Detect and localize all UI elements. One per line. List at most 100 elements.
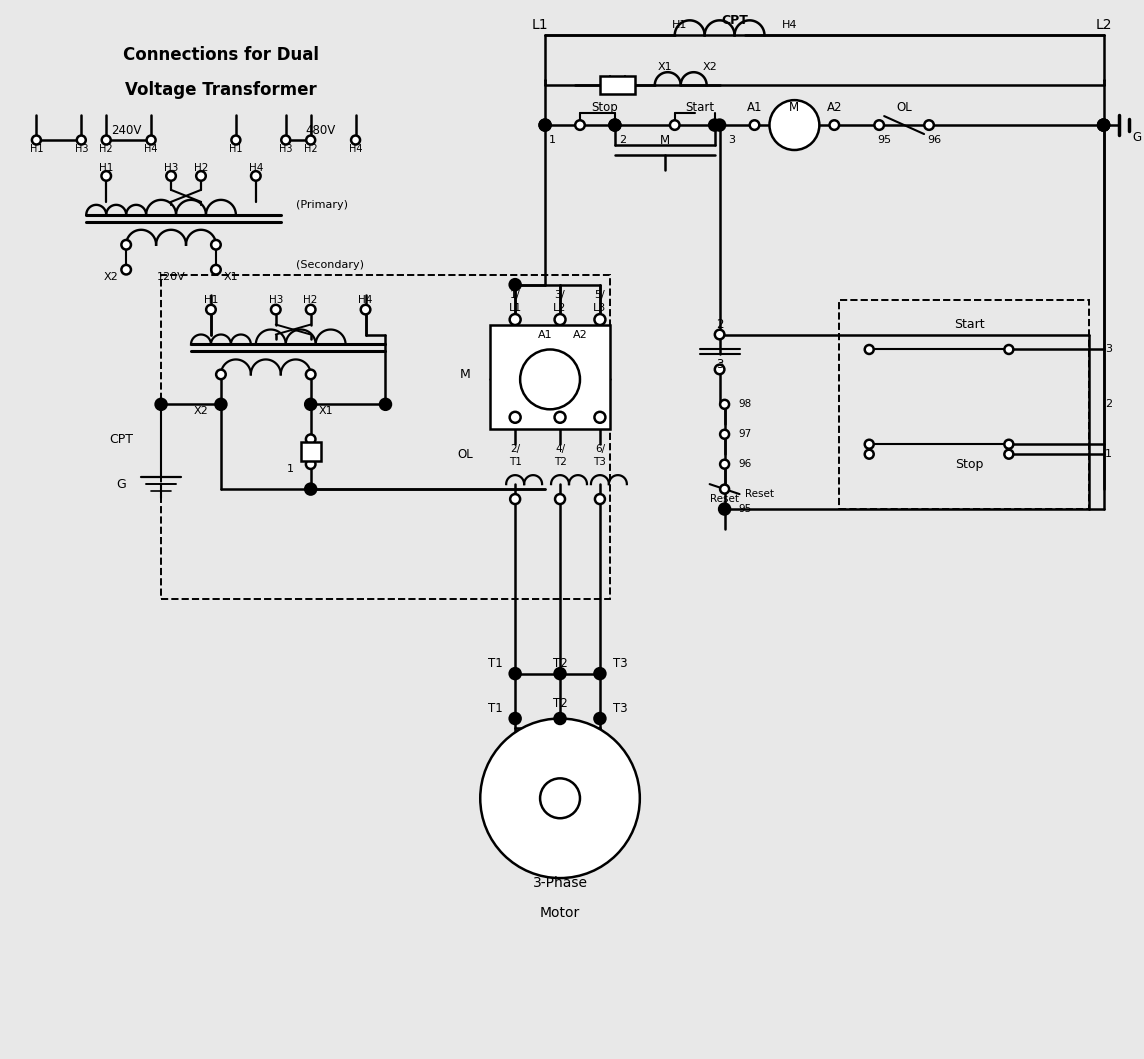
Circle shape <box>720 460 729 469</box>
Circle shape <box>305 434 316 444</box>
Text: H2: H2 <box>304 144 318 154</box>
Text: G: G <box>1131 130 1141 144</box>
Text: X1: X1 <box>223 272 238 282</box>
Text: 5/: 5/ <box>595 289 605 300</box>
Text: H4: H4 <box>358 294 373 305</box>
Text: Stop: Stop <box>591 101 618 113</box>
Text: G: G <box>117 478 126 490</box>
Text: (Secondary): (Secondary) <box>296 259 364 270</box>
Bar <box>301 443 320 461</box>
Text: 1: 1 <box>549 136 556 145</box>
Circle shape <box>595 495 605 504</box>
Circle shape <box>102 136 111 144</box>
Text: L1: L1 <box>532 18 548 33</box>
Text: H4: H4 <box>781 20 797 31</box>
Circle shape <box>720 430 729 438</box>
Circle shape <box>720 504 730 515</box>
Text: X1: X1 <box>318 407 333 416</box>
Text: Start: Start <box>954 318 984 331</box>
Text: 1/: 1/ <box>510 289 521 300</box>
Text: H1: H1 <box>672 20 688 31</box>
Text: T1: T1 <box>509 457 522 467</box>
Circle shape <box>510 315 521 325</box>
Circle shape <box>670 121 680 130</box>
Circle shape <box>510 713 521 724</box>
Bar <box>840 300 1089 509</box>
Text: 3-Phase: 3-Phase <box>532 876 588 890</box>
Circle shape <box>1004 450 1014 459</box>
Text: L1: L1 <box>509 303 522 312</box>
Circle shape <box>715 364 724 374</box>
Circle shape <box>1098 120 1109 130</box>
Circle shape <box>281 136 291 144</box>
Text: Reset: Reset <box>710 495 739 504</box>
Circle shape <box>510 280 521 290</box>
Text: 95: 95 <box>877 136 891 145</box>
Circle shape <box>305 460 316 469</box>
Circle shape <box>156 399 167 410</box>
Text: H3: H3 <box>164 163 178 173</box>
Text: Motor: Motor <box>540 907 580 920</box>
Text: 1: 1 <box>287 464 294 474</box>
Circle shape <box>146 136 156 144</box>
Text: H2: H2 <box>193 163 208 173</box>
Text: 2/: 2/ <box>510 444 521 454</box>
Circle shape <box>595 668 605 679</box>
Circle shape <box>749 121 760 130</box>
Text: H1: H1 <box>204 294 219 305</box>
Text: H2: H2 <box>303 294 318 305</box>
Circle shape <box>206 305 216 315</box>
Circle shape <box>216 370 225 379</box>
Text: X2: X2 <box>702 62 717 72</box>
Text: T3: T3 <box>612 702 627 715</box>
Circle shape <box>196 172 206 181</box>
Bar <box>599 76 635 94</box>
Text: Voltage Transformer: Voltage Transformer <box>125 82 317 100</box>
Text: T2: T2 <box>553 658 567 670</box>
Text: T3: T3 <box>594 457 606 467</box>
Circle shape <box>720 504 729 514</box>
Circle shape <box>305 399 316 410</box>
Circle shape <box>307 136 316 144</box>
Text: A2: A2 <box>573 329 587 340</box>
Text: 2: 2 <box>1105 399 1112 410</box>
Text: H4: H4 <box>349 144 363 154</box>
Circle shape <box>865 439 874 449</box>
Circle shape <box>874 121 884 130</box>
Circle shape <box>510 495 521 504</box>
Text: H3: H3 <box>74 144 88 154</box>
Circle shape <box>510 668 521 679</box>
Text: Start: Start <box>685 101 714 113</box>
Text: CPT: CPT <box>721 14 748 26</box>
Circle shape <box>595 315 605 325</box>
Text: H4: H4 <box>144 144 158 154</box>
Text: H1: H1 <box>100 163 113 173</box>
Circle shape <box>924 121 934 130</box>
Circle shape <box>380 399 391 410</box>
Text: T2: T2 <box>553 697 567 710</box>
Text: T1: T1 <box>487 702 502 715</box>
Text: 96: 96 <box>927 136 942 145</box>
Text: H4: H4 <box>248 163 263 173</box>
Bar <box>161 274 610 598</box>
Circle shape <box>251 172 261 181</box>
Text: A1: A1 <box>747 101 762 113</box>
Circle shape <box>555 495 565 504</box>
Text: A1: A1 <box>538 329 553 340</box>
Circle shape <box>540 120 550 130</box>
Circle shape <box>121 240 130 250</box>
Text: X1: X1 <box>658 62 672 72</box>
Circle shape <box>720 485 729 493</box>
Circle shape <box>1004 439 1014 449</box>
Text: 98: 98 <box>738 399 752 410</box>
Circle shape <box>555 315 565 325</box>
Circle shape <box>231 136 240 144</box>
Circle shape <box>555 668 565 679</box>
Text: (Primary): (Primary) <box>296 200 348 210</box>
Text: 3: 3 <box>728 136 736 145</box>
Circle shape <box>540 778 580 819</box>
Circle shape <box>715 329 724 339</box>
Circle shape <box>610 120 620 130</box>
Text: M: M <box>460 367 470 381</box>
Bar <box>491 324 610 429</box>
